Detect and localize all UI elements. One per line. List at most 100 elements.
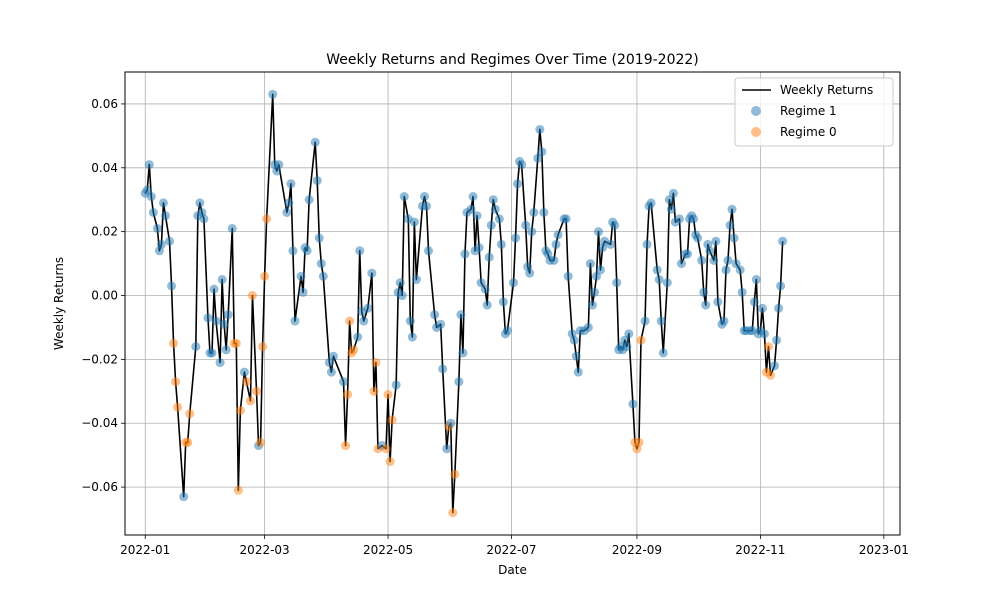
regime-1-point	[339, 377, 349, 387]
regime-1-point	[359, 316, 369, 326]
regime-0-point	[349, 345, 359, 355]
regime-1-point	[156, 239, 166, 249]
regime-1-point	[587, 300, 597, 310]
weekly-returns-line	[144, 93, 784, 514]
regime-1-point	[397, 291, 407, 301]
regime-1-point	[517, 160, 527, 170]
regime-1-point	[316, 259, 326, 269]
regime-0-point	[262, 214, 272, 224]
regime-1-point	[318, 271, 328, 281]
legend-label-regime-0: Regime 0	[780, 125, 837, 139]
regime-0-point	[171, 377, 181, 387]
regime-1-point	[458, 348, 468, 358]
regime-1-point	[549, 255, 559, 265]
regime-1-point	[666, 204, 676, 214]
regime-1-point	[288, 246, 298, 256]
regime-1-point	[399, 192, 409, 202]
regime-1-point	[723, 255, 733, 265]
regime-1-point	[203, 313, 213, 323]
regime-1-point	[662, 278, 672, 288]
regime-1-point	[689, 214, 699, 224]
regime-1-point	[569, 335, 579, 345]
regime-0-point	[169, 338, 179, 348]
x-tick-label: 2022-01	[120, 543, 170, 557]
regime-1-point	[460, 249, 470, 259]
regime-1-point	[314, 233, 324, 243]
regime-1-point	[699, 287, 709, 297]
regime-1-point	[521, 220, 531, 230]
regime-0-point	[385, 457, 395, 467]
regime-1-point	[456, 310, 466, 320]
regime-1-point	[729, 233, 739, 243]
regime-1-point	[612, 278, 622, 288]
y-tick-label: −0.02	[81, 352, 118, 366]
regime-1-point	[290, 316, 300, 326]
regime-1-point	[195, 198, 205, 208]
regime-1-point	[286, 179, 296, 189]
regime-1-point	[624, 329, 634, 339]
regime-1-point	[535, 124, 545, 134]
regime-1-point	[302, 246, 312, 256]
x-tick-label: 2023-01	[859, 543, 909, 557]
regime-1-point	[215, 358, 225, 368]
regime-1-point	[146, 192, 156, 202]
regime-1-point	[776, 281, 786, 291]
y-tick-label: −0.06	[81, 480, 118, 494]
regime-1-point	[422, 201, 431, 211]
regime-1-point	[693, 233, 703, 243]
chart-title: Weekly Returns and Regimes Over Time (20…	[326, 52, 699, 68]
regime-1-point	[395, 278, 405, 288]
regime-1-point	[219, 319, 229, 329]
regime-0-point	[387, 415, 397, 425]
regime-1-point	[442, 444, 452, 454]
regime-1-point	[774, 303, 784, 313]
x-tick-label: 2022-09	[612, 543, 662, 557]
regime-1-point	[573, 367, 583, 377]
regime-0-point	[766, 370, 775, 380]
regime-1-point	[191, 342, 201, 352]
regime-1-point	[488, 195, 498, 205]
regime-1-point	[553, 230, 563, 240]
x-tick-label: 2022-07	[486, 543, 536, 557]
regime-1-point	[466, 204, 476, 214]
y-tick-label: 0.00	[91, 289, 118, 303]
regime-1-point	[683, 249, 693, 259]
regime-1-point	[719, 316, 729, 326]
regime-1-point	[268, 89, 278, 99]
regime-1-point	[160, 211, 170, 221]
regime-0-point	[381, 444, 391, 454]
y-axis-label: Weekly Returns	[52, 257, 66, 350]
regime-1-point	[217, 275, 227, 285]
regime-1-point	[705, 246, 715, 256]
regime-1-point	[594, 227, 603, 237]
regime-1-point	[158, 198, 168, 208]
regime-0-point	[450, 469, 460, 479]
regime-1-point	[424, 246, 434, 256]
regime-1-point	[367, 268, 377, 278]
regime-1-point	[735, 265, 745, 275]
y-tick-label: 0.06	[91, 97, 118, 111]
regime-1-point	[310, 137, 320, 147]
regime-1-point	[142, 185, 152, 195]
regime-0-point	[252, 386, 262, 396]
regime-1-point	[701, 300, 711, 310]
regime-1-point	[298, 287, 308, 297]
regime-1-point	[482, 300, 492, 310]
regime-1-point	[167, 281, 177, 291]
regime-1-point	[496, 239, 506, 249]
regime-0-point	[636, 335, 646, 345]
regime-1-point	[585, 259, 595, 269]
regime-1-point	[411, 275, 421, 285]
regime-1-point	[561, 214, 571, 224]
regime-1-point	[324, 358, 334, 368]
plot-frame	[124, 71, 901, 536]
regime-0-point	[634, 437, 644, 447]
regime-1-point	[583, 322, 593, 332]
regime-1-point	[513, 179, 523, 189]
regime-1-point	[751, 275, 761, 285]
regime-1-point	[533, 153, 543, 163]
regime-1-point	[778, 236, 788, 246]
regime-1-point	[731, 259, 741, 269]
regime-1-point	[446, 418, 456, 428]
regime-1-point	[709, 255, 719, 265]
